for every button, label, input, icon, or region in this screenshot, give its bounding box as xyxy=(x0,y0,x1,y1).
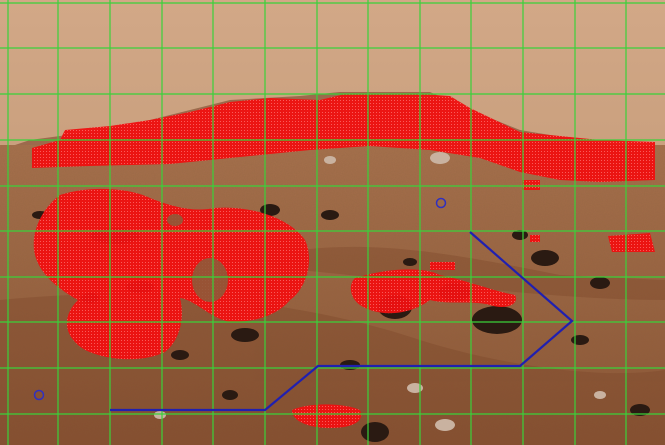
rock xyxy=(571,335,589,345)
rock xyxy=(430,152,450,164)
rock xyxy=(630,404,650,416)
hazard-region-right xyxy=(608,233,655,252)
hazard-region-ridge xyxy=(32,94,655,182)
rock xyxy=(361,422,389,442)
hazard-gap xyxy=(192,258,228,302)
rock xyxy=(590,277,610,289)
planned-path xyxy=(110,231,574,412)
shadow-band-2 xyxy=(300,246,665,300)
rock xyxy=(222,390,238,400)
rock xyxy=(171,350,189,360)
rock xyxy=(403,258,417,266)
rock xyxy=(531,250,559,266)
waypoint-marker-goal xyxy=(435,197,447,209)
hazard-region-center xyxy=(350,269,516,314)
waypoint-marker-start xyxy=(33,389,45,401)
hazard-gaps xyxy=(167,214,228,302)
hazard-gap xyxy=(167,214,183,226)
rock xyxy=(321,210,339,220)
rock xyxy=(324,156,336,164)
rock xyxy=(435,419,455,431)
rock xyxy=(231,328,259,342)
hazard-region-speck-1 xyxy=(430,262,455,270)
rock xyxy=(407,383,423,393)
rock xyxy=(472,306,522,334)
rock xyxy=(154,411,166,419)
rock xyxy=(594,391,606,399)
hazard-region-speck-3 xyxy=(530,235,540,242)
hazard-region-bottom xyxy=(292,404,362,428)
rock xyxy=(512,230,528,240)
hazard-region-speck-2 xyxy=(522,180,540,190)
